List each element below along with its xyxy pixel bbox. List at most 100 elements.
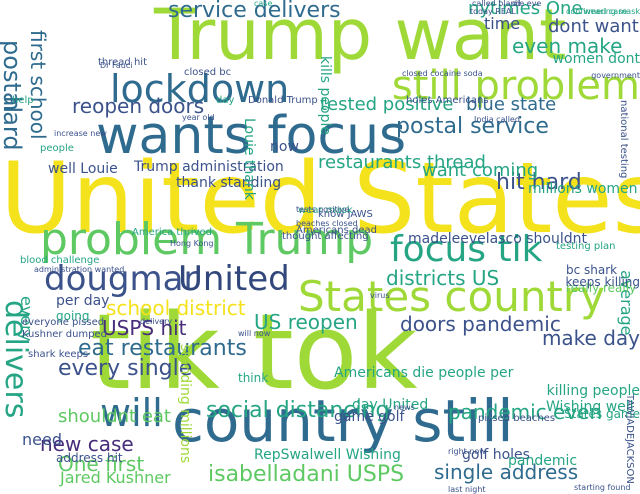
cloud-word: Trump want xyxy=(154,0,567,76)
cloud-word: country still xyxy=(172,387,514,455)
cloud-word: Donald Trump xyxy=(248,95,318,106)
cloud-word: reopen doors xyxy=(72,94,205,118)
cloud-word: dont want xyxy=(548,16,639,37)
cloud-word: virus xyxy=(370,291,390,300)
cloud-word: thought affecting xyxy=(282,231,369,242)
cloud-word: Louie thank xyxy=(241,118,257,200)
cloud-word: think xyxy=(238,371,269,385)
cloud-word: people xyxy=(40,143,74,154)
cloud-word: government xyxy=(591,71,640,80)
cloud-word: women dont xyxy=(552,51,640,67)
cloud-word: kills people xyxy=(317,56,333,135)
cloud-word: tested positive xyxy=(320,94,454,115)
cloud-word: new case xyxy=(40,432,134,456)
cloud-word: killing people xyxy=(546,383,640,399)
cloud-word: per day xyxy=(56,293,110,309)
cloud-word: Kushner dumped xyxy=(22,329,107,340)
cloud-word: eat restaurants xyxy=(78,336,247,361)
cloud-word: holes Americans xyxy=(406,95,489,106)
cloud-word: Trump administration xyxy=(134,159,284,175)
cloud-word: golf holes xyxy=(462,447,530,463)
cloud-word: closed bc xyxy=(184,67,232,78)
cloud-word: America thrived xyxy=(132,227,212,238)
cloud-word: bc shark xyxy=(566,263,618,277)
cloud-word: will now xyxy=(238,329,271,338)
cloud-word: well Louie xyxy=(48,161,118,177)
cloud-word: going xyxy=(56,309,90,323)
cloud-word: want coming xyxy=(422,160,539,181)
cloud-word: beaches closed xyxy=(296,219,358,228)
cloud-word: know JAWS xyxy=(318,209,373,220)
cloud-word: wear mask xyxy=(298,205,353,216)
cloud-word: die eve xyxy=(512,0,542,8)
cloud-word: keeps killing xyxy=(565,275,640,289)
cloud-word: closed cocaine soda xyxy=(402,69,483,78)
cloud-word: help xyxy=(12,95,34,106)
cloud-word: confirmed case xyxy=(566,7,628,16)
cloud-word: shark keeps xyxy=(28,349,89,360)
cloud-word: Jared Kushner xyxy=(60,468,171,487)
cloud-word: RepSwalwell Wishing xyxy=(254,447,401,463)
cloud-word: Hong Kong xyxy=(170,239,214,248)
cloud-word: tests positive xyxy=(296,205,350,214)
cloud-word: pandemic xyxy=(508,453,578,469)
cloud-word: delivery xyxy=(140,317,173,326)
cloud-word: madeleevelasco shouldnt xyxy=(408,231,587,247)
cloud-word: administration wanted xyxy=(34,265,125,274)
cloud-word: One first xyxy=(58,452,145,476)
cloud-word: Americans die people per xyxy=(334,365,514,381)
cloud-word: hit hard xyxy=(496,170,582,195)
cloud-word: still problem xyxy=(391,63,640,109)
cloud-word: standing millions xyxy=(177,344,193,464)
cloud-word: millions women xyxy=(528,181,638,197)
cloud-word: States game xyxy=(564,407,640,421)
cloud-word: postal service xyxy=(396,114,549,139)
cloud-word: everyone pissed xyxy=(22,317,105,328)
cloud-word: case xyxy=(254,0,273,8)
cloud-word: testing plan xyxy=(556,241,616,252)
cloud-word: United States xyxy=(0,142,640,256)
cloud-word: year old xyxy=(182,113,215,122)
cloud-word: social distancing xyxy=(206,398,390,423)
cloud-word: restaurants thread xyxy=(318,152,486,173)
cloud-word: day xyxy=(216,95,235,106)
cloud-word: need xyxy=(22,430,62,449)
cloud-word: India called xyxy=(474,115,520,124)
cloud-word: now xyxy=(270,139,299,155)
cloud-word: isabelladani USPS xyxy=(208,462,405,487)
cloud-word: first school xyxy=(26,30,50,140)
cloud-word: thread hit xyxy=(98,57,147,68)
cloud-word: time xyxy=(484,14,521,33)
cloud-word: States country xyxy=(298,272,606,321)
cloud-word: doors pandemic xyxy=(400,312,561,336)
cloud-word: USPS hit xyxy=(102,316,187,340)
cloud-word: called bland xyxy=(472,0,521,8)
cloud-word: blood challenge xyxy=(20,255,100,266)
cloud-word: every single xyxy=(58,356,193,381)
cloud-word: will xyxy=(100,391,163,435)
cloud-word: Americans dead xyxy=(296,225,377,236)
cloud-word: US reopen xyxy=(254,310,358,334)
cloud-word: make day xyxy=(541,326,640,350)
cloud-word: Dr Fauci xyxy=(100,61,133,70)
cloud-word: right now xyxy=(448,447,486,456)
cloud-word: national testing xyxy=(618,100,629,179)
cloud-word: pissed beaches xyxy=(478,413,556,424)
cloud-word: Wishing well xyxy=(546,399,634,415)
cloud-word: problem Trump xyxy=(40,214,374,265)
cloud-word: dougmar xyxy=(44,259,198,299)
cloud-word: lockdown xyxy=(110,67,290,111)
cloud-word: thank standing xyxy=(176,175,282,191)
cloud-word: blue state xyxy=(466,94,557,115)
cloud-word: address hit xyxy=(56,451,123,465)
cloud-word: school district xyxy=(106,296,246,320)
cloud-word: really really xyxy=(566,281,637,295)
cloud-word: United xyxy=(178,259,290,299)
cloud-word: starting found xyxy=(574,483,631,492)
cloud-word: day United xyxy=(352,397,429,413)
cloud-word: shouldnt eat xyxy=(58,406,171,427)
cloud-word: increase new xyxy=(54,129,107,138)
cloud-word: today REAL xyxy=(470,7,516,16)
cloud-word: TAWJADEJACKSON xyxy=(624,394,635,484)
